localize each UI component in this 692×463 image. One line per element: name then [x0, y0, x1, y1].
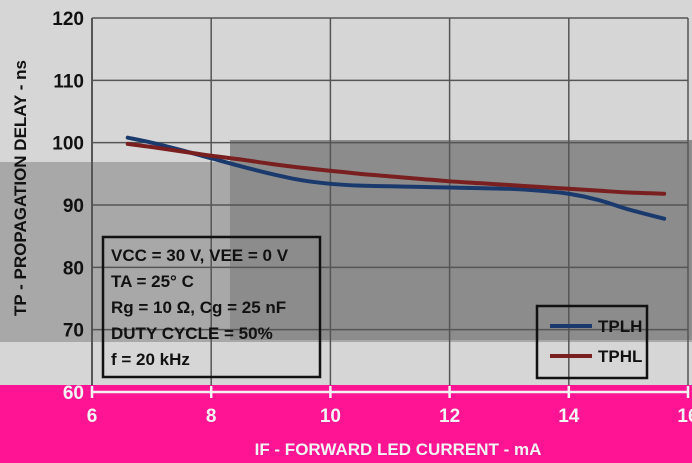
- y-tick-label-90: 90: [63, 196, 84, 217]
- y-tick-label-110: 110: [53, 71, 84, 92]
- x-ticks: 6 8 10 12 14 16: [87, 386, 692, 427]
- condition-frequency: f = 20 kHz: [111, 350, 190, 369]
- x-tick-label-6: 6: [87, 406, 98, 427]
- x-tick-label-8: 8: [206, 406, 217, 427]
- legend-box: [535, 304, 649, 380]
- series-line-tplh: [125, 135, 667, 221]
- y-tick-label-60: 60: [63, 383, 84, 404]
- y-axis-title: TP - PROPAGATION DELAY - ns: [11, 60, 30, 316]
- x-tick-label-12: 12: [439, 406, 460, 427]
- y-tick-label-70: 70: [63, 321, 84, 342]
- legend-label-tplh: TPLH: [598, 317, 642, 336]
- shade-band-dark: [230, 140, 692, 340]
- y-ticks: 60 70 80 90 100 110 120: [52, 9, 84, 404]
- condition-vcc-vee: VCC = 30 V, VEE = 0 V: [111, 246, 289, 265]
- y-tick-label-80: 80: [63, 258, 84, 279]
- condition-ta: TA = 25° C: [111, 272, 194, 291]
- x-axis-band: [0, 385, 692, 463]
- x-tick-label-16: 16: [677, 406, 692, 427]
- legend-label-tphl: TPHL: [598, 347, 642, 366]
- series-line-tphl: [125, 141, 667, 196]
- x-axis-title: IF - FORWARD LED CURRENT - mA: [255, 440, 542, 459]
- condition-rg-cg: Rg = 10 Ω, Cg = 25 nF: [111, 298, 286, 317]
- y-tick-label-100: 100: [52, 134, 84, 155]
- series-lines: [125, 135, 667, 221]
- x-tick-label-10: 10: [320, 406, 341, 427]
- condition-duty-cycle: DUTY CYCLE = 50%: [111, 324, 273, 343]
- x-tick-label-14: 14: [558, 406, 580, 427]
- conditions-box: [101, 235, 322, 379]
- y-tick-label-120: 120: [52, 9, 84, 30]
